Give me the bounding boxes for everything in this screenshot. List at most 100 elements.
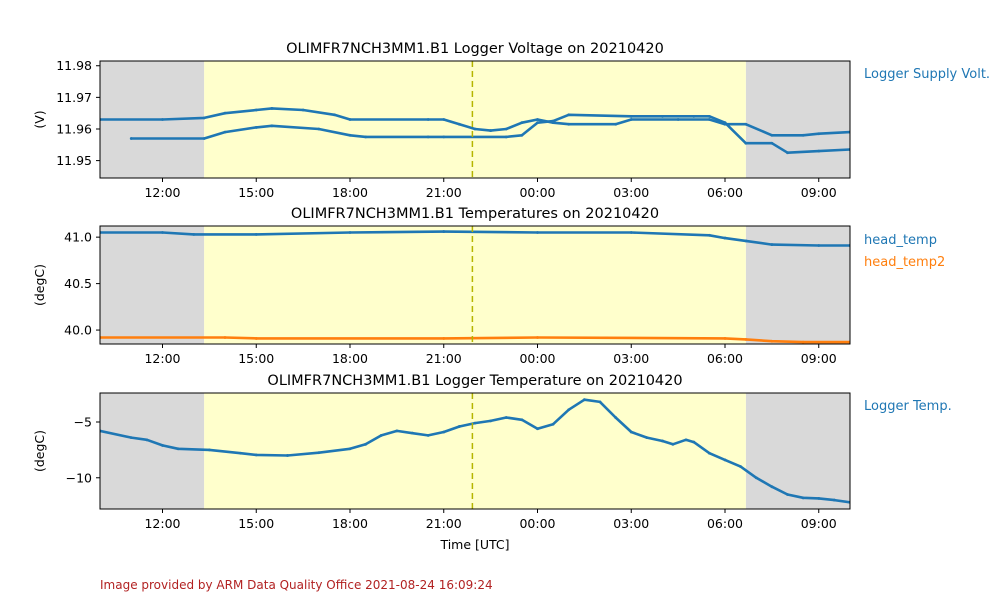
data-point: [567, 122, 571, 126]
data-point: [832, 498, 836, 502]
x-tick-label: 03:00: [613, 516, 649, 531]
data-point: [161, 231, 164, 234]
data-point: [744, 141, 748, 145]
panel-title: OLIMFR7NCH3MM1.B1 Logger Voltage on 2021…: [286, 41, 664, 57]
series-line-1: [100, 398, 850, 504]
data-point: [426, 433, 430, 437]
y-tick-label: 41.0: [64, 230, 92, 245]
data-point: [692, 114, 696, 118]
x-tick-label: 18:00: [332, 185, 368, 200]
y-tick-label: 11.97: [56, 90, 92, 105]
data-point: [348, 231, 352, 234]
series-group: [100, 398, 850, 504]
data-point: [411, 431, 414, 435]
data-point: [551, 422, 555, 426]
data-point: [786, 493, 789, 496]
x-axis-label: Time [UTC]: [439, 537, 509, 552]
data-point: [684, 438, 688, 442]
x-tick-label: 18:00: [332, 516, 368, 531]
data-point: [723, 121, 727, 125]
data-point: [707, 233, 711, 237]
data-point: [661, 439, 664, 443]
y-axis-label: (degC): [32, 430, 47, 472]
data-point: [801, 133, 805, 137]
x-tick-label: 00:00: [519, 516, 555, 531]
day-shading: [204, 393, 746, 509]
data-point: [770, 141, 774, 145]
data-point: [817, 149, 821, 153]
data-point: [817, 244, 821, 247]
y-tick-label: −10: [66, 470, 92, 485]
data-point: [629, 114, 633, 118]
series-line-2: [100, 336, 850, 344]
x-tick-label: 09:00: [801, 351, 837, 366]
night-shading: [745, 393, 850, 509]
data-point: [676, 118, 680, 121]
data-point: [379, 433, 383, 437]
x-tick-label: 06:00: [707, 516, 743, 531]
data-point: [223, 336, 227, 339]
data-point: [317, 127, 321, 131]
x-tick-label: 15:00: [238, 185, 274, 200]
x-tick-label: 00:00: [519, 351, 555, 366]
y-axis-label: (V): [32, 110, 47, 128]
data-point: [536, 231, 539, 234]
data-point: [332, 113, 336, 117]
data-point: [786, 151, 789, 155]
legend-entry: Logger Temp.: [864, 399, 952, 414]
data-point: [504, 127, 508, 131]
data-point: [567, 113, 571, 117]
data-point: [457, 122, 461, 126]
night-shading: [745, 61, 850, 178]
y-tick-label: −5: [74, 415, 92, 430]
data-point: [348, 447, 352, 451]
x-tick-label: 09:00: [801, 516, 837, 531]
data-point: [629, 430, 633, 434]
data-point: [801, 340, 805, 344]
axes-frame: [99, 60, 851, 179]
data-point: [348, 133, 352, 137]
data-point: [801, 496, 805, 500]
data-point: [161, 118, 164, 121]
data-point: [207, 448, 211, 452]
data-point: [536, 336, 539, 339]
x-tick-label: 03:00: [613, 351, 649, 366]
y-axis-label: (degC): [32, 264, 47, 306]
data-point: [754, 476, 758, 480]
axes-frame: [99, 225, 851, 345]
data-point: [707, 114, 711, 118]
series-line-1: [100, 230, 850, 247]
data-point: [254, 453, 258, 457]
data-point: [707, 451, 711, 455]
data-point: [161, 444, 164, 447]
data-point: [473, 421, 477, 425]
day-shading: [204, 226, 746, 344]
data-point: [270, 107, 274, 110]
legend-entry: head_temp: [864, 233, 937, 248]
data-point: [744, 337, 748, 341]
data-point: [254, 108, 258, 112]
data-point: [504, 416, 508, 419]
y-tick-label: 11.96: [56, 121, 92, 136]
data-point: [457, 425, 461, 428]
data-point: [192, 232, 196, 236]
x-tick-label: 06:00: [707, 185, 743, 200]
data-point: [551, 119, 555, 123]
data-point: [129, 436, 133, 440]
data-point: [489, 419, 493, 423]
data-point: [426, 135, 430, 139]
data-point: [614, 122, 618, 126]
panel-1: 12:00 15:00 18:00 21:00 00:00 03:00 06:00 09:00…: [32, 41, 990, 200]
data-point: [567, 408, 571, 412]
data-point: [442, 337, 446, 340]
data-point: [817, 497, 821, 500]
panel-title: OLIMFR7NCH3MM1.B1 Logger Temperature on …: [267, 373, 682, 389]
data-point: [504, 135, 508, 139]
night-shading: [100, 393, 205, 509]
panel-3: 12:00 15:00 18:00 21:00 00:00 03:00 06:00 09:00…: [32, 373, 952, 552]
data-point: [395, 429, 399, 433]
data-point: [239, 451, 243, 455]
data-point: [145, 438, 149, 442]
data-point: [520, 121, 524, 125]
